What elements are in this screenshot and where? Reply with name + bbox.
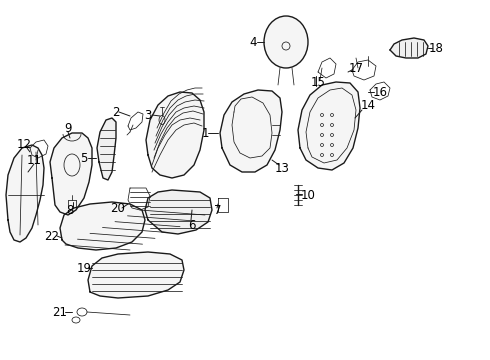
Text: 10: 10 [300,189,316,202]
Text: 7: 7 [214,203,222,216]
Text: 3: 3 [145,108,152,122]
Polygon shape [88,252,184,298]
Polygon shape [146,92,204,178]
Text: 16: 16 [372,86,388,99]
Polygon shape [50,133,92,215]
Polygon shape [60,202,145,250]
Text: 19: 19 [76,261,92,274]
Text: 2: 2 [112,105,120,118]
Polygon shape [298,82,360,170]
Text: 8: 8 [66,203,74,216]
Text: 15: 15 [311,76,325,89]
Text: 6: 6 [188,219,196,231]
Text: 17: 17 [348,62,364,75]
Ellipse shape [264,16,308,68]
Polygon shape [6,145,44,242]
Text: 18: 18 [429,41,443,54]
Polygon shape [145,190,212,234]
Text: 12: 12 [17,138,31,150]
Text: 22: 22 [45,230,59,243]
Text: 9: 9 [64,122,72,135]
Text: 14: 14 [361,99,375,112]
Text: 11: 11 [26,153,42,166]
Polygon shape [390,38,428,58]
Text: 13: 13 [274,162,290,175]
Text: 4: 4 [249,36,257,49]
Text: 20: 20 [111,202,125,215]
Polygon shape [97,118,116,180]
Text: 1: 1 [201,126,209,140]
Text: 21: 21 [52,306,68,319]
Polygon shape [220,90,282,172]
Text: 5: 5 [80,152,88,165]
